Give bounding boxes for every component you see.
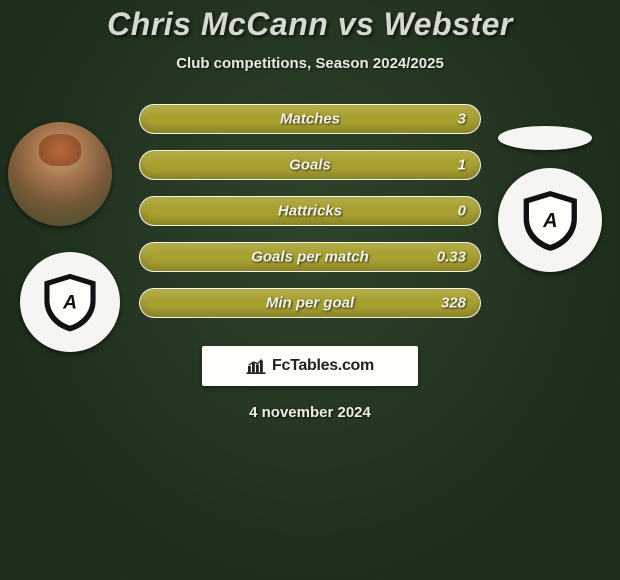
chart-icon — [246, 358, 266, 374]
stat-label: Min per goal — [266, 295, 354, 312]
stat-label: Hattricks — [278, 203, 342, 220]
date-text: 4 november 2024 — [0, 404, 620, 421]
page-subtitle: Club competitions, Season 2024/2025 — [0, 55, 620, 72]
stat-label: Matches — [280, 111, 340, 128]
stat-value: 0.33 — [437, 249, 466, 266]
stat-pill: Goals 1 — [139, 150, 481, 180]
svg-text:A: A — [542, 210, 557, 232]
stat-value: 0 — [458, 203, 466, 220]
page-title: Chris McCann vs Webster — [0, 0, 620, 43]
player-right-club-badge: A — [498, 168, 602, 272]
content-root: Chris McCann vs Webster Club competition… — [0, 0, 620, 421]
player-right-avatar-placeholder — [498, 126, 592, 150]
stat-value: 1 — [458, 157, 466, 174]
stat-pill: Matches 3 — [139, 104, 481, 134]
player-left-avatar — [8, 122, 112, 226]
stat-pill: Goals per match 0.33 — [139, 242, 481, 272]
stats-column: Matches 3 Goals 1 Hattricks 0 Goals per match 0… — [139, 104, 481, 318]
player-left-club-badge: A — [20, 252, 120, 352]
stat-pill: Hattricks 0 — [139, 196, 481, 226]
svg-text:A: A — [62, 292, 77, 313]
stat-value: 3 — [458, 111, 466, 128]
shield-icon: A — [38, 270, 102, 334]
brand-text: FcTables.com — [272, 357, 374, 375]
stat-label: Goals — [289, 157, 331, 174]
shield-icon: A — [517, 187, 584, 254]
brand-box[interactable]: FcTables.com — [202, 346, 418, 386]
stat-pill: Min per goal 328 — [139, 288, 481, 318]
stat-label: Goals per match — [251, 249, 369, 266]
stat-value: 328 — [441, 295, 466, 312]
